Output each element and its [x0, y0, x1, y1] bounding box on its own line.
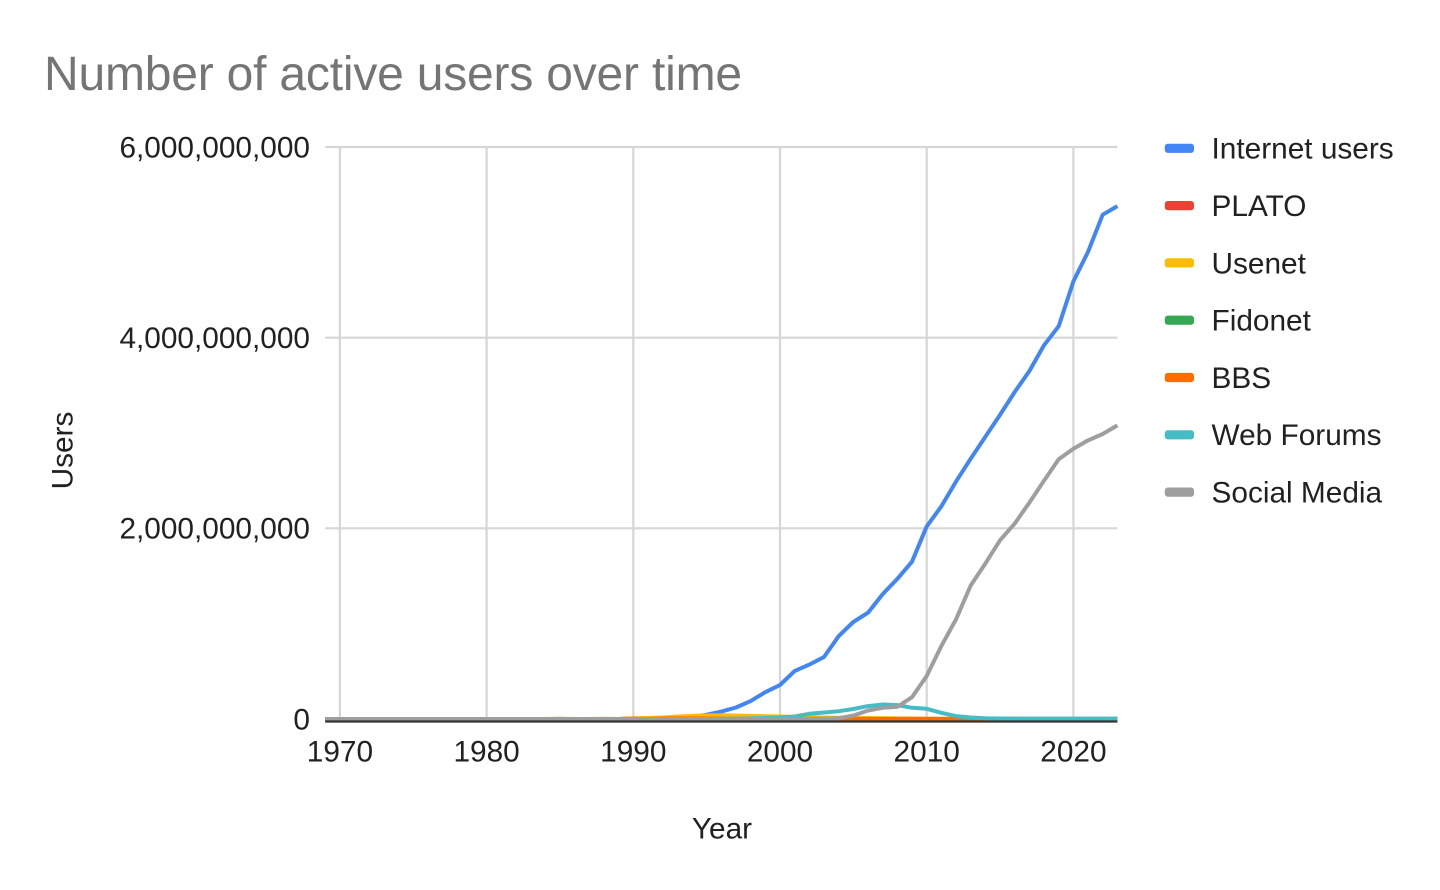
svg-text:Web Forums: Web Forums	[1212, 419, 1382, 452]
svg-text:1970: 1970	[307, 735, 373, 768]
svg-text:2,000,000,000: 2,000,000,000	[119, 513, 310, 546]
svg-text:Fidonet: Fidonet	[1212, 305, 1312, 338]
svg-text:1980: 1980	[453, 735, 519, 768]
svg-text:Year: Year	[692, 813, 752, 846]
svg-text:2000: 2000	[747, 735, 813, 768]
svg-text:Number of active users over ti: Number of active users over time	[44, 48, 742, 101]
svg-text:0: 0	[293, 703, 310, 736]
svg-text:BBS: BBS	[1212, 362, 1272, 395]
svg-text:2020: 2020	[1040, 735, 1106, 768]
svg-text:PLATO: PLATO	[1212, 190, 1307, 223]
svg-text:4,000,000,000: 4,000,000,000	[119, 322, 310, 355]
svg-text:Usenet: Usenet	[1212, 247, 1307, 280]
svg-text:2010: 2010	[894, 735, 960, 768]
svg-text:Social Media: Social Media	[1212, 477, 1383, 510]
svg-text:1990: 1990	[600, 735, 666, 768]
svg-text:6,000,000,000: 6,000,000,000	[119, 131, 310, 164]
svg-text:Users: Users	[47, 412, 80, 490]
svg-text:Internet users: Internet users	[1212, 133, 1394, 166]
